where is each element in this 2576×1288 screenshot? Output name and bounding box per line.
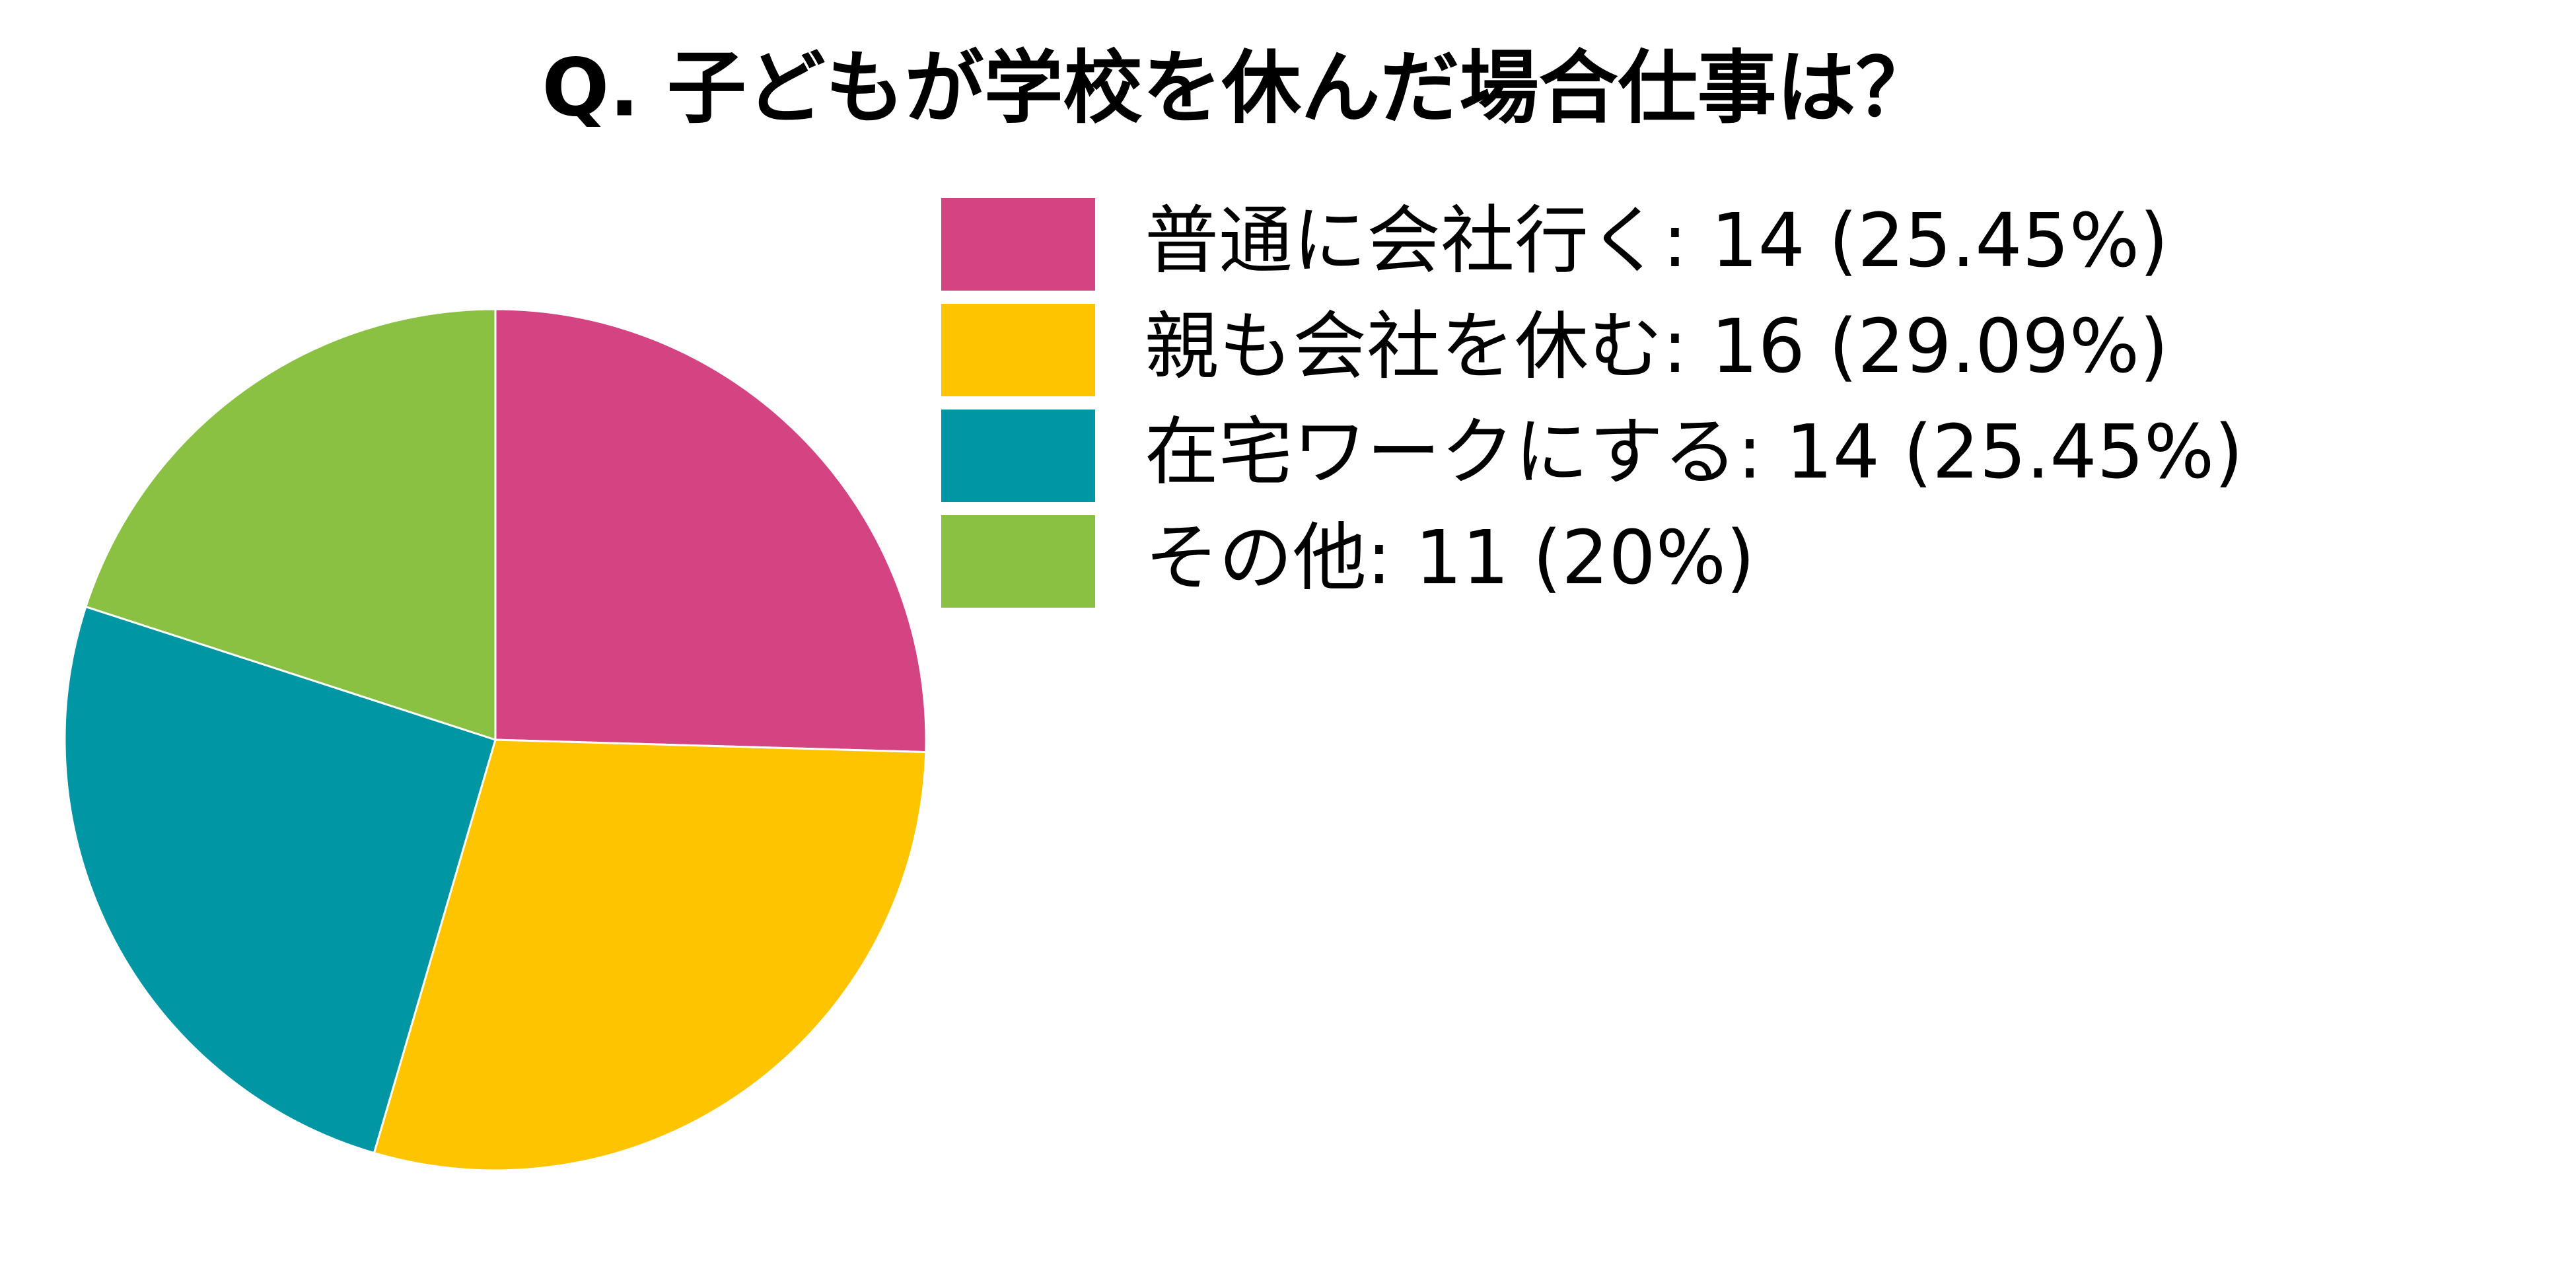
legend-label: その他: 11 (20%) — [1145, 515, 1755, 601]
pie-slice — [85, 308, 497, 742]
pie-slice — [63, 605, 497, 1155]
legend-swatch — [941, 515, 1095, 608]
legend-label: 親も会社を休む: 16 (29.09%) — [1145, 304, 2168, 390]
pie-slice — [494, 308, 927, 754]
legend-swatch — [941, 304, 1095, 396]
legend-swatch — [941, 198, 1095, 291]
pie-slice — [373, 738, 927, 1172]
legend-label: 在宅ワークにする: 14 (25.45%) — [1145, 410, 2243, 495]
legend-swatch — [941, 410, 1095, 502]
legend-label: 普通に会社行く: 14 (25.45%) — [1145, 198, 2168, 284]
chart-title: Q. 子どもが学校を休んだ場合仕事は？ — [542, 43, 1935, 135]
